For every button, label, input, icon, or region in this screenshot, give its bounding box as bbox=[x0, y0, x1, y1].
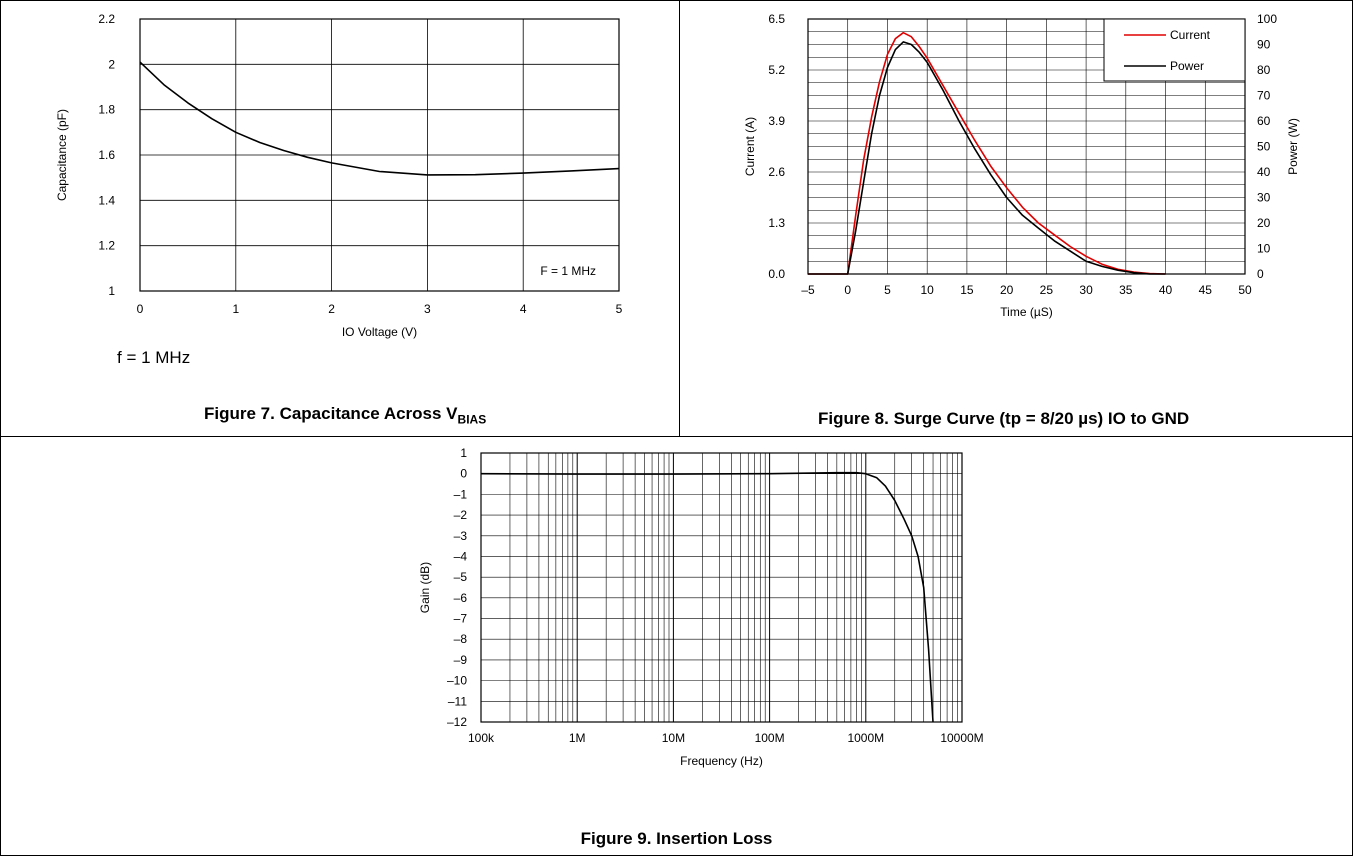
x-tick-label: 2 bbox=[328, 302, 335, 316]
x-tick-label: 100k bbox=[468, 731, 495, 745]
y-tick-label: 5.2 bbox=[768, 63, 785, 77]
y-tick-label: –3 bbox=[454, 529, 468, 543]
figure-7-caption: Figure 7. Capacitance Across VBIAS bbox=[204, 404, 486, 426]
y-tick-label: 1.6 bbox=[98, 148, 115, 162]
y-tick-label: –10 bbox=[447, 674, 467, 688]
figure-7-caption-subscript: BIAS bbox=[457, 412, 487, 427]
y-tick-label: 2.6 bbox=[768, 165, 785, 179]
y-axis-label: Gain (dB) bbox=[418, 562, 432, 613]
x-tick-label: 1 bbox=[232, 302, 239, 316]
plot-area-border bbox=[139, 18, 620, 292]
y-tick-label: 2 bbox=[108, 57, 115, 71]
y2-tick-label: 70 bbox=[1257, 89, 1271, 103]
x-tick-label: 3 bbox=[424, 302, 431, 316]
chart-figure-7: 0 1 2 3 4 5 1 1.2 1.4 1.6 1.8 2 2.2 F = 1 MHz IO Volta… bbox=[55, 12, 623, 339]
x-tick-label: 10M bbox=[662, 731, 685, 745]
x-tick-label: 5 bbox=[616, 302, 623, 316]
y2-tick-label: 90 bbox=[1257, 38, 1271, 52]
x-tick-label: 40 bbox=[1159, 283, 1173, 297]
x-tick-label: 35 bbox=[1119, 283, 1133, 297]
series-line-current bbox=[808, 31, 1166, 275]
y2-axis-label: Power (W) bbox=[1286, 118, 1300, 175]
x-tick-label: 1M bbox=[569, 731, 586, 745]
y2-tick-label: 80 bbox=[1257, 63, 1271, 77]
x-axis-label: IO Voltage (V) bbox=[342, 325, 417, 339]
y-axis-label: Current (A) bbox=[743, 117, 757, 176]
y-tick-label: –1 bbox=[454, 487, 468, 501]
y-tick-label: –6 bbox=[454, 591, 468, 605]
y-tick-label: 6.5 bbox=[768, 12, 785, 26]
x-tick-label: 0 bbox=[137, 302, 144, 316]
y-tick-label: 0 bbox=[460, 467, 467, 481]
capacitance-line bbox=[139, 61, 620, 176]
legend-label: Current bbox=[1170, 28, 1211, 42]
series-line-power bbox=[808, 41, 1166, 275]
x-tick-label: 20 bbox=[1000, 283, 1014, 297]
y2-tick-label: 50 bbox=[1257, 140, 1271, 154]
x-tick-label: 15 bbox=[960, 283, 974, 297]
gain-line bbox=[480, 471, 934, 723]
y-axis-label: Capacitance (pF) bbox=[55, 109, 69, 201]
y-tick-label: –5 bbox=[454, 570, 468, 584]
legend-label: Power bbox=[1170, 59, 1204, 73]
x-tick-label: 25 bbox=[1040, 283, 1054, 297]
figure-7-caption-main: Figure 7. Capacitance Across V bbox=[204, 404, 458, 423]
figure-8-caption: Figure 8. Surge Curve (tp = 8/20 µs) IO … bbox=[818, 409, 1190, 428]
y2-tick-label: 0 bbox=[1257, 267, 1264, 281]
x-tick-label: 0 bbox=[844, 283, 851, 297]
y-tick-label: 1.2 bbox=[98, 239, 115, 253]
legend-box bbox=[1103, 18, 1246, 82]
y2-tick-label: 100 bbox=[1257, 12, 1277, 26]
x-axis-label: Time (µS) bbox=[1000, 305, 1052, 319]
plot-area-border bbox=[807, 18, 1246, 275]
x-tick-label: 30 bbox=[1079, 283, 1093, 297]
y-tick-label: –9 bbox=[454, 653, 468, 667]
x-tick-label: 4 bbox=[520, 302, 527, 316]
y-tick-label: –12 bbox=[447, 715, 467, 729]
y-tick-label: –7 bbox=[454, 612, 468, 626]
y2-tick-label: 40 bbox=[1257, 165, 1271, 179]
y-tick-label: –2 bbox=[454, 508, 468, 522]
y2-tick-label: 10 bbox=[1257, 242, 1271, 256]
y2-tick-label: 30 bbox=[1257, 191, 1271, 205]
x-tick-label: 5 bbox=[884, 283, 891, 297]
x-tick-label: 100M bbox=[755, 731, 785, 745]
x-tick-label: 50 bbox=[1238, 283, 1252, 297]
y2-tick-label: 20 bbox=[1257, 216, 1271, 230]
x-tick-label: 1000M bbox=[847, 731, 884, 745]
y-tick-label: 1.8 bbox=[98, 103, 115, 117]
plot-annotation: F = 1 MHz bbox=[540, 264, 596, 278]
x-tick-label: 45 bbox=[1199, 283, 1213, 297]
y-tick-label: 1 bbox=[460, 446, 467, 460]
figure-9-caption: Figure 9. Insertion Loss bbox=[580, 829, 773, 848]
chart-figure-8: –5 0 5 10 15 20 25 30 35 40 45 50 0.0 1.3 2.6 3.9 5.2 6.5… bbox=[743, 12, 1300, 319]
y-tick-label: 0.0 bbox=[768, 267, 785, 281]
y-tick-label: –11 bbox=[448, 694, 467, 708]
x-axis-label: Frequency (Hz) bbox=[680, 754, 763, 768]
y-tick-label: 2.2 bbox=[98, 12, 115, 26]
chart-figure-9: 100k 1M 10M 100M 1000M 10000M 1 0 –1 –2 –3 –4 –5 –6 –7… bbox=[418, 446, 984, 768]
y-tick-label: 1.4 bbox=[98, 193, 115, 207]
y-tick-label: –8 bbox=[454, 632, 468, 646]
y-tick-label: 1 bbox=[108, 284, 115, 298]
plot-area-border bbox=[480, 452, 963, 723]
x-tick-label: 10 bbox=[921, 283, 935, 297]
x-tick-label: –5 bbox=[801, 283, 815, 297]
frequency-note: f = 1 MHz bbox=[117, 348, 191, 367]
y-tick-label: –4 bbox=[454, 549, 468, 563]
x-tick-label: 10000M bbox=[940, 731, 983, 745]
y-tick-label: 3.9 bbox=[768, 114, 785, 128]
y-tick-label: 1.3 bbox=[768, 216, 785, 230]
y2-tick-label: 60 bbox=[1257, 114, 1271, 128]
